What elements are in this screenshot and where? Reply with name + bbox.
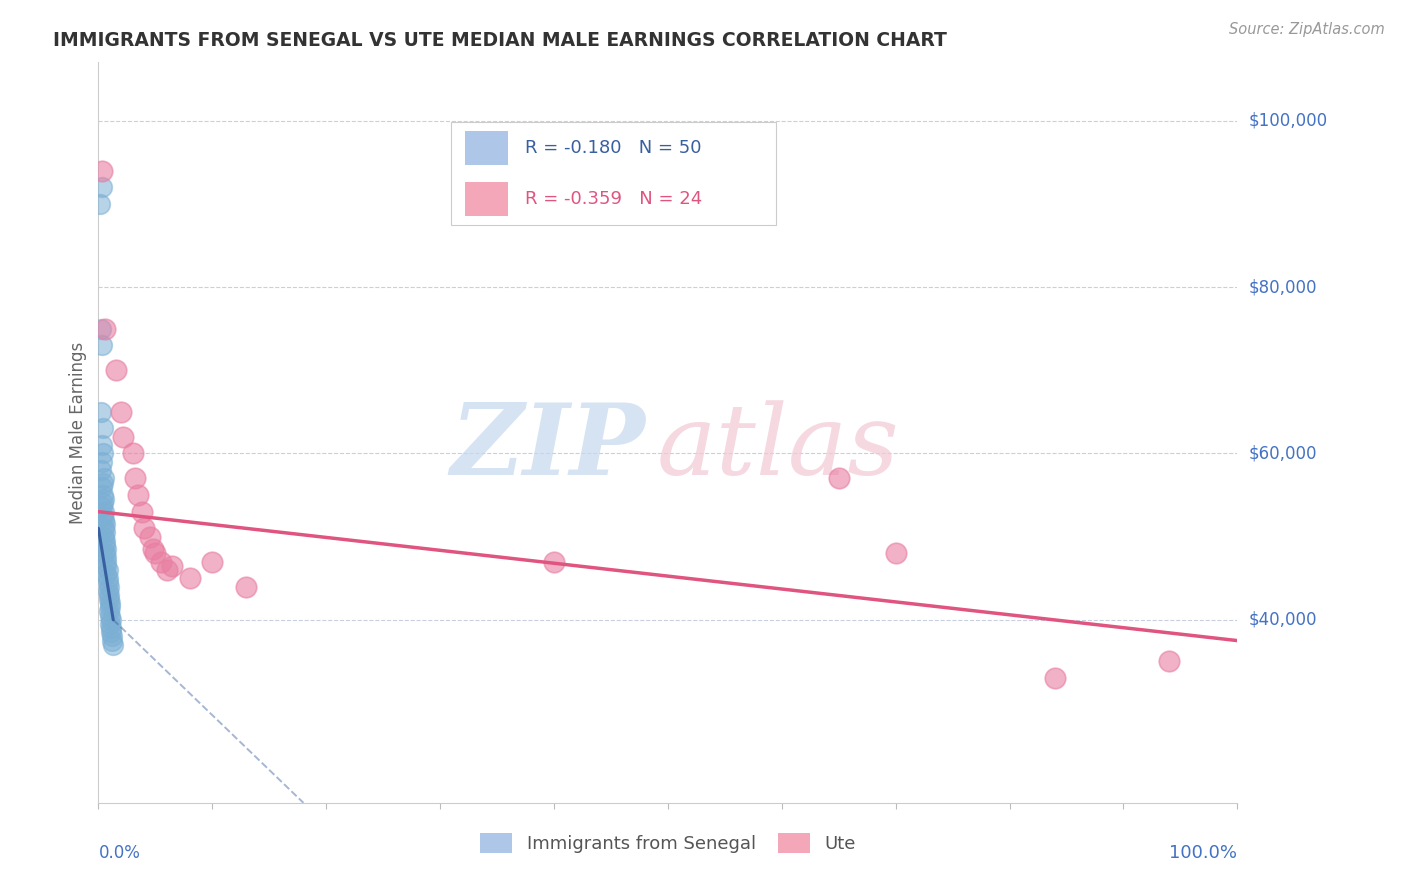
Text: $100,000: $100,000 (1249, 112, 1327, 129)
Text: 100.0%: 100.0% (1170, 844, 1237, 862)
Point (96, 542, 118, 557)
Point (138, 530, 160, 544)
Point (91, 508, 114, 523)
Text: R = -0.359   N = 24: R = -0.359 N = 24 (526, 190, 703, 209)
Point (93, 521, 115, 535)
FancyBboxPatch shape (465, 182, 509, 217)
FancyBboxPatch shape (465, 130, 509, 165)
Point (96, 558, 118, 573)
Point (93, 492, 115, 507)
Point (162, 558, 184, 573)
Point (97, 592, 120, 607)
Legend: Immigrants from Senegal, Ute: Immigrants from Senegal, Ute (472, 826, 863, 861)
Point (100, 621, 122, 635)
Point (124, 471, 146, 485)
Point (1157, 654, 1180, 668)
Point (121, 446, 143, 460)
Point (94, 533, 117, 548)
FancyBboxPatch shape (451, 121, 776, 226)
Point (94, 546, 117, 560)
Point (94, 321, 117, 335)
Point (93, 530, 115, 544)
Point (90, 338, 112, 352)
Point (93, 513, 115, 527)
Point (96, 555, 118, 569)
Point (90, 180, 112, 194)
Text: IMMIGRANTS FROM SENEGAL VS UTE MEDIAN MALE EARNINGS CORRELATION CHART: IMMIGRANTS FROM SENEGAL VS UTE MEDIAN MA… (53, 30, 946, 50)
Point (89, 197, 111, 211)
Point (235, 580, 257, 594)
Point (94, 538, 117, 552)
Point (98, 600, 121, 615)
Point (201, 555, 224, 569)
Point (156, 563, 179, 577)
Point (131, 505, 153, 519)
Point (94, 525, 117, 540)
Point (90, 438, 112, 452)
Point (93, 471, 115, 485)
Point (132, 521, 155, 535)
Point (90, 480, 112, 494)
Point (150, 555, 173, 569)
Point (90, 405, 112, 419)
Point (98, 596, 121, 610)
Point (91, 496, 114, 510)
Point (91, 488, 114, 502)
Point (884, 546, 907, 560)
Y-axis label: Median Male Earnings: Median Male Earnings (69, 342, 87, 524)
Point (103, 638, 125, 652)
Point (104, 363, 127, 377)
Point (91, 421, 114, 435)
Point (97, 580, 120, 594)
Point (96, 567, 118, 582)
Text: ZIP: ZIP (450, 400, 645, 496)
Text: $40,000: $40,000 (1249, 611, 1317, 629)
Point (100, 625, 122, 640)
Point (96, 583, 118, 598)
Point (145, 546, 167, 560)
Point (98, 608, 121, 623)
Point (94, 517, 117, 532)
Point (142, 542, 165, 557)
Point (91, 446, 114, 460)
Point (98, 616, 121, 631)
Text: 0.0%: 0.0% (98, 844, 141, 862)
Point (96, 575, 118, 590)
Point (90, 455, 112, 469)
Point (97, 588, 120, 602)
Point (127, 488, 149, 502)
Point (90, 321, 112, 335)
Point (112, 430, 135, 444)
Point (91, 475, 114, 490)
Text: $80,000: $80,000 (1249, 278, 1317, 296)
Text: $60,000: $60,000 (1249, 444, 1317, 462)
Point (101, 633, 124, 648)
Point (97, 605, 120, 619)
Point (110, 405, 132, 419)
Point (1043, 671, 1066, 685)
Point (90, 463, 112, 477)
Text: Source: ZipAtlas.com: Source: ZipAtlas.com (1229, 22, 1385, 37)
Point (101, 629, 124, 643)
Point (100, 613, 122, 627)
Point (96, 563, 118, 577)
Text: atlas: atlas (657, 400, 900, 495)
Point (96, 550, 118, 565)
Point (96, 571, 118, 585)
Point (179, 571, 201, 585)
Point (93, 505, 115, 519)
Point (828, 471, 851, 485)
Point (90, 163, 112, 178)
Text: R = -0.180   N = 50: R = -0.180 N = 50 (526, 138, 702, 157)
Point (90, 500, 112, 515)
Point (543, 555, 565, 569)
